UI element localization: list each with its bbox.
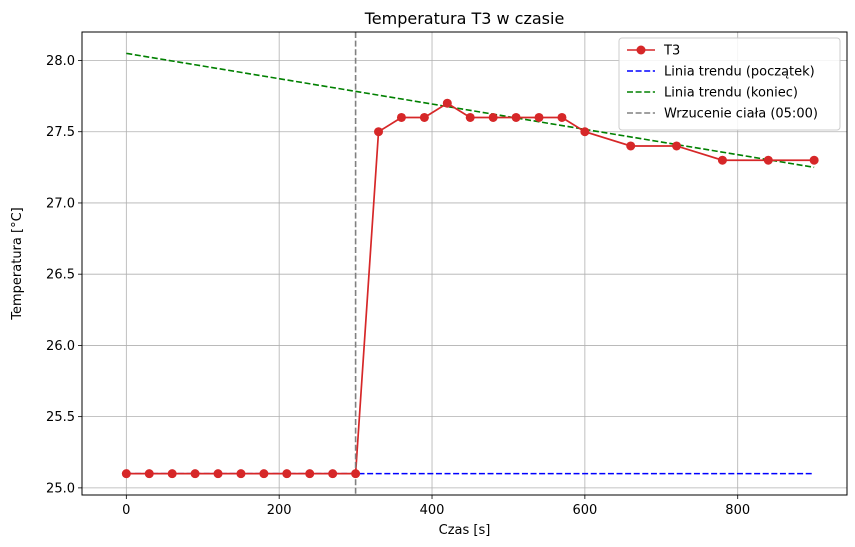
axes-ticks: 0 200 400 600 800 25.0 25.5 26.0 26.5 27.0 27.5 28.… bbox=[46, 54, 750, 518]
t3-data-point bbox=[626, 141, 636, 151]
t3-data-point bbox=[282, 469, 292, 479]
y-tick-label: 26.0 bbox=[46, 339, 75, 354]
t3-data-point bbox=[351, 469, 361, 479]
plot-frame bbox=[81, 31, 848, 496]
y-tick-label: 28.0 bbox=[46, 54, 75, 69]
t3-data-point bbox=[809, 155, 819, 165]
t3-data-point bbox=[259, 469, 269, 479]
t3-data-point bbox=[236, 469, 246, 479]
t3-data-point bbox=[396, 112, 406, 122]
t3-data-point bbox=[328, 469, 338, 479]
x-tick-label: 400 bbox=[420, 503, 445, 518]
legend-entry-insertion-label: Wrzucenie ciała (05:00) bbox=[664, 107, 818, 122]
legend-entry-t3-marker bbox=[636, 45, 646, 55]
t3-data-point bbox=[144, 469, 154, 479]
x-axis-title: Czas [s] bbox=[439, 523, 491, 538]
y-tick-label: 27.5 bbox=[46, 125, 75, 140]
t3-data-point bbox=[167, 469, 177, 479]
t3-series-line bbox=[126, 102, 815, 475]
x-tick-label: 200 bbox=[267, 503, 292, 518]
y-tick-label: 27.0 bbox=[46, 196, 75, 211]
plot-area bbox=[121, 32, 819, 495]
t3-data-point bbox=[465, 112, 475, 122]
legend-entry-trend-end-label: Linia trendu (koniec) bbox=[664, 86, 798, 101]
t3-data-point bbox=[580, 127, 590, 137]
x-tick-label: 600 bbox=[572, 503, 597, 518]
t3-data-point bbox=[763, 155, 773, 165]
t3-data-point bbox=[121, 469, 131, 479]
t3-data-point bbox=[213, 469, 223, 479]
y-tick-label: 25.5 bbox=[46, 410, 75, 425]
legend: T3 Linia trendu (początek) Linia trendu (k… bbox=[618, 37, 841, 131]
legend-box bbox=[618, 37, 841, 131]
x-tick-label: 0 bbox=[122, 503, 130, 518]
t3-data-point bbox=[190, 469, 200, 479]
trend-line-end bbox=[126, 52, 815, 169]
t3-data-point bbox=[305, 469, 315, 479]
legend-entry-trend-start-label: Linia trendu (początek) bbox=[664, 65, 815, 80]
t3-data-point bbox=[442, 98, 452, 108]
t3-data-point bbox=[534, 112, 544, 122]
t3-data-point bbox=[557, 112, 567, 122]
y-tick-label: 25.0 bbox=[46, 481, 75, 496]
t3-data-point bbox=[374, 127, 384, 137]
t3-data-point bbox=[717, 155, 727, 165]
y-tick-label: 26.5 bbox=[46, 268, 75, 283]
t3-data-point bbox=[488, 112, 498, 122]
y-axis-title: Temperatura [°C] bbox=[10, 207, 25, 320]
legend-entry-t3-label: T3 bbox=[663, 44, 680, 59]
chart-title: Temperatura T3 w czasie bbox=[364, 9, 565, 28]
x-tick-label: 800 bbox=[725, 503, 750, 518]
t3-data-point bbox=[672, 141, 682, 151]
t3-data-point bbox=[511, 112, 521, 122]
t3-data-point bbox=[419, 112, 429, 122]
grid bbox=[82, 32, 847, 495]
